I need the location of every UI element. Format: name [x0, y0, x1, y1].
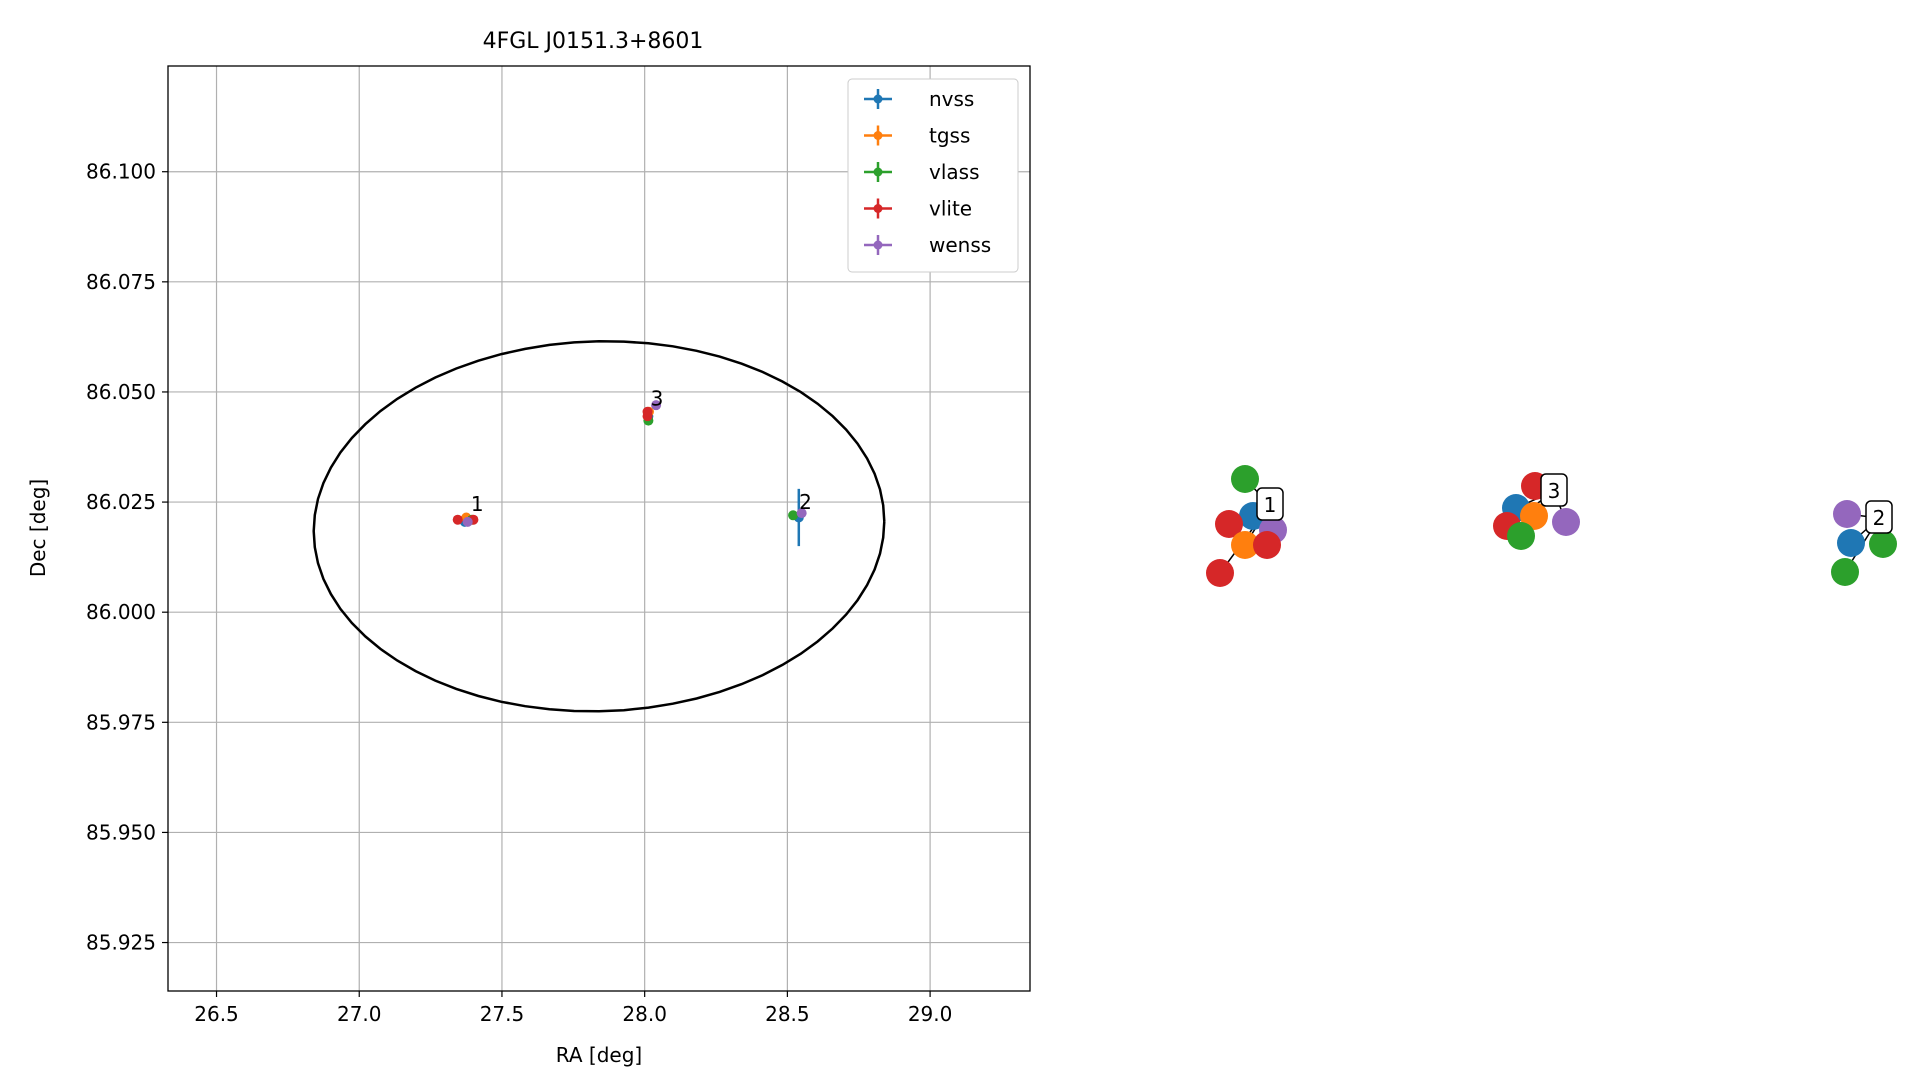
y-tick-label-2: 85.975	[86, 710, 156, 734]
legend-wenss-label: wenss	[929, 233, 991, 257]
legend-vlite-label: vlite	[929, 197, 972, 221]
vlite-point-0	[452, 514, 463, 525]
vlite-marker-3	[642, 406, 653, 417]
cluster-2-label: 2	[1873, 506, 1886, 530]
cluster-plot: 1 3 2	[1206, 465, 1897, 587]
source-annotations: 1 2 3	[471, 386, 812, 516]
legend-wenss-marker	[873, 240, 883, 250]
legend-tgss-label: tgss	[929, 124, 970, 148]
cluster-1: 1	[1206, 465, 1287, 587]
x-tick-label-0: 26.5	[194, 1002, 239, 1026]
cluster-3-tgss-node-2	[1520, 502, 1548, 530]
wenss-marker-2	[651, 400, 662, 411]
vlass-point-1	[788, 510, 799, 521]
cluster-1-vlass-node-0	[1231, 465, 1259, 493]
axis-ticks: 26.5 27.0 27.5 28.0 28.5 29.0 85.925 85.950 85.9…	[86, 160, 952, 1026]
legend-box	[847, 78, 1019, 273]
cluster-2-vlass-node-2	[1869, 530, 1897, 558]
annotation-1: 1	[471, 492, 484, 516]
annotation-3: 3	[651, 386, 664, 410]
wenss-marker-1	[796, 508, 807, 519]
cluster-2: 2	[1831, 500, 1897, 586]
main-plot: 4FGL J0151.3+8601 1 2 3 26.5 27.0 27.5 28.0 28…	[26, 29, 1031, 1067]
y-tick-label-7: 86.100	[86, 160, 156, 184]
wenss-point-0	[462, 516, 473, 527]
cluster-3: 3	[1493, 472, 1580, 550]
legend-vlite-marker	[873, 204, 883, 213]
annotation-2: 2	[799, 490, 812, 514]
cluster-1-label: 1	[1264, 493, 1277, 517]
data-points	[452, 400, 807, 547]
x-tick-label-5: 29.0	[908, 1002, 953, 1026]
error-ellipse-layer	[312, 340, 886, 713]
plot-title: 4FGL J0151.3+8601	[483, 29, 704, 54]
legend-nvss-label: nvss	[929, 87, 974, 111]
y-tick-label-5: 86.050	[86, 380, 156, 404]
y-tick-label-1: 85.950	[86, 820, 156, 844]
y-tick-label-6: 86.075	[86, 270, 156, 294]
x-tick-label-1: 27.0	[337, 1002, 382, 1026]
y-tick-label-0: 85.925	[86, 931, 156, 955]
legend-vlass-marker	[873, 167, 883, 177]
wenss-marker-0	[462, 516, 473, 527]
wenss-point-1	[796, 508, 807, 519]
legend: nvss tgss vlass vlite wenss	[847, 78, 1019, 273]
y-tick-label-4: 86.025	[86, 490, 156, 514]
x-axis-label: RA [deg]	[556, 1043, 642, 1067]
cluster-1-tgss-node-4	[1231, 531, 1259, 559]
plot-frame	[167, 65, 1031, 992]
cluster-1-vlite-node-5	[1253, 531, 1281, 559]
x-tick-label-2: 27.5	[480, 1002, 525, 1026]
cluster-2-label-box	[1865, 500, 1893, 534]
vlass-marker-1	[788, 510, 799, 521]
legend-vlass-label: vlass	[929, 160, 980, 184]
vlite-marker-0	[452, 514, 463, 525]
cluster-2-wenss-node-0	[1833, 500, 1861, 528]
cluster-3-vlass-node-5	[1507, 522, 1535, 550]
cluster-3-label-box	[1540, 473, 1568, 507]
y-tick-label-3: 86.000	[86, 600, 156, 624]
cluster-1-vlite-node-3	[1215, 510, 1243, 538]
x-tick-label-4: 28.5	[765, 1002, 810, 1026]
cluster-2-nvss-node-1	[1837, 529, 1865, 557]
wenss-point-2	[651, 400, 662, 411]
legend-tgss-marker	[873, 131, 883, 140]
error-ellipse	[312, 340, 886, 713]
cluster-2-vlass-node-3	[1831, 558, 1859, 586]
legend-nvss-marker	[873, 94, 883, 104]
cluster-1-vlite-node-6	[1206, 559, 1234, 587]
cluster-3-label: 3	[1548, 479, 1561, 503]
cluster-1-label-box	[1256, 487, 1284, 521]
y-axis-label: Dec [deg]	[26, 479, 50, 577]
vlite-point-3	[642, 406, 653, 417]
x-tick-label-3: 28.0	[622, 1002, 667, 1026]
cluster-3-wenss-node-3	[1552, 508, 1580, 536]
